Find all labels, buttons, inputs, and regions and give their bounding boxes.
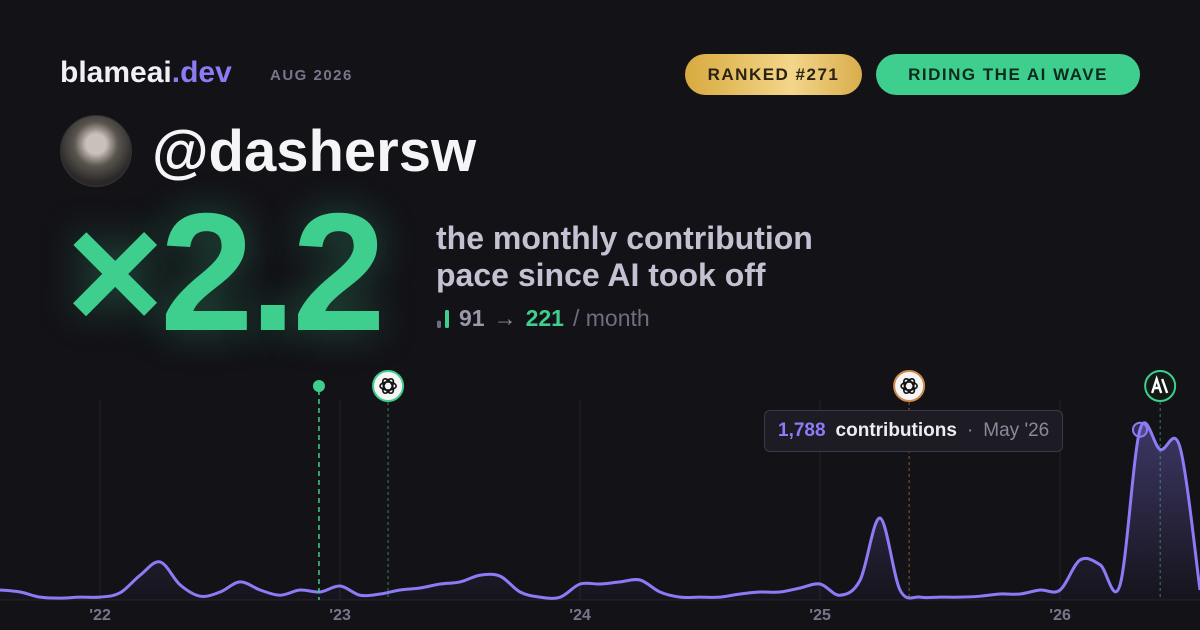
tooltip-text: contributions: [835, 420, 957, 441]
event-marker: [893, 370, 926, 600]
stat-from: 91: [459, 305, 485, 331]
chart: '22 '23 '24 '25 '26: [0, 370, 1200, 624]
openai-logo: [381, 377, 395, 395]
brand: blameai.dev: [60, 56, 232, 90]
x-tick-label: '24: [569, 607, 591, 624]
brand-name: blameai: [60, 56, 172, 89]
openai-logo: [900, 381, 918, 391]
date: AUG 2026: [270, 67, 353, 84]
stat-unit: / month: [572, 305, 650, 331]
event-marker: [1144, 370, 1177, 600]
mini-bar: [437, 320, 441, 328]
mini-bar: [445, 309, 449, 328]
mini-bars: [437, 309, 449, 328]
tooltip-value: 1,788: [778, 420, 826, 441]
tooltip-separator: ·: [966, 420, 974, 441]
tooltip: 1,788 contributions · May '26: [764, 410, 1064, 452]
x-tick-label: '23: [329, 607, 351, 624]
event-dot: [312, 380, 325, 392]
openai-logo: [381, 377, 395, 395]
event-marker: [372, 370, 405, 600]
caption: pace since AI took off: [436, 257, 766, 293]
event-icon-bg: [372, 370, 405, 402]
event-marker: [312, 380, 325, 600]
openai-logo: [903, 377, 916, 395]
stats: 91 → 221 / month: [436, 305, 650, 332]
rank-badge: RANKED #271: [685, 54, 862, 95]
handle: @dashersw: [152, 119, 477, 184]
stat-to: 221: [525, 305, 564, 331]
openai-logo: [379, 381, 397, 391]
caption: the monthly contribution: [436, 220, 813, 256]
stat-arrow: →: [493, 305, 517, 331]
x-tick-label: '22: [89, 607, 111, 624]
x-tick-label: '26: [1049, 607, 1071, 624]
openai-logo: [903, 377, 916, 395]
tooltip-date: May '26: [983, 420, 1050, 441]
status-badge: RIDING THE AI WAVE: [876, 54, 1140, 95]
tooltip-point: [1132, 421, 1148, 438]
x-tick-label: '25: [809, 607, 831, 624]
area: [0, 422, 1200, 600]
multiplier: ×2.2: [66, 178, 386, 366]
brand-suffix: .dev: [171, 56, 232, 89]
line: [0, 421, 1200, 600]
anthropic-logo: [1151, 375, 1169, 394]
event-icon-bg: [893, 370, 926, 402]
avatar: [60, 115, 132, 187]
